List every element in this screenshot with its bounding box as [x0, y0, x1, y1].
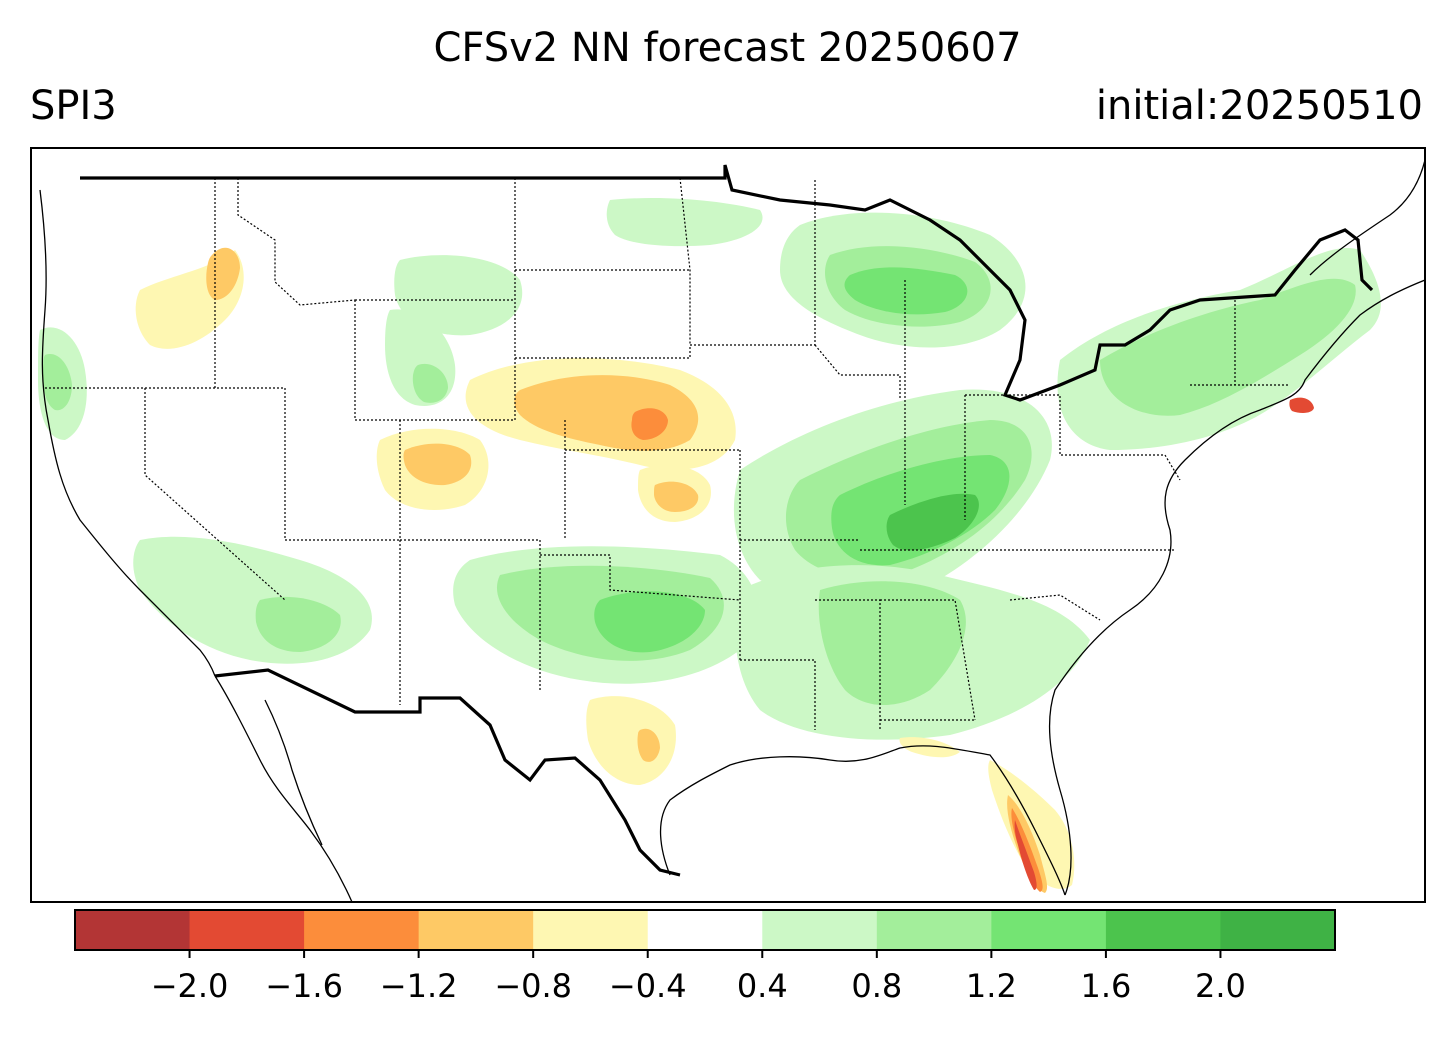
wet-region-southwest-mid [255, 596, 341, 652]
colorbar-segment [304, 910, 420, 950]
dry-region-florida-severe [1014, 820, 1037, 890]
colorbar-tick-label: −2.0 [151, 967, 229, 1005]
colorbar-segment [533, 910, 649, 950]
dry-region-colorado-mid [403, 443, 472, 486]
wet-region-northern-plains [394, 255, 523, 336]
dry-region-central-plains-strong [631, 408, 668, 440]
wet-region-great-lakes-strong [844, 267, 968, 315]
colorbar-segment [418, 910, 534, 950]
colorbar-tick-label: −1.6 [265, 967, 343, 1005]
dry-region-cape-cod [1289, 397, 1314, 413]
colorbar-segment [762, 910, 878, 950]
colorbar-segment [1105, 910, 1221, 950]
colorbar-tick-label: 1.2 [966, 967, 1017, 1005]
mexico-border [214, 668, 681, 877]
colorbar-segment [189, 910, 305, 950]
colorbar-tick-label: −0.8 [494, 967, 572, 1005]
colorbar-frame [74, 909, 1336, 951]
wet-region-northeast-mid [1100, 278, 1356, 416]
dry-region-gulf-coast [899, 737, 960, 758]
wet-region-wyoming-mid [412, 363, 448, 403]
colorbar-tick-label: 2.0 [1195, 967, 1246, 1005]
map-title: CFSv2 NN forecast 20250607 [433, 25, 1022, 71]
wet-region-southeast-mid [818, 581, 966, 705]
wet-region-southern-plains-strong [594, 591, 705, 653]
international-borders [80, 164, 1374, 877]
map-frame [30, 147, 1426, 903]
anomaly-fields [38, 198, 1381, 893]
colorbar-segment [1220, 910, 1336, 950]
colorbar-tick-label: 1.6 [1080, 967, 1131, 1005]
canada-border [80, 164, 1374, 402]
dry-region-texas-mid [637, 728, 660, 762]
coastlines [39, 159, 1425, 902]
colorbar-tick-label: 0.8 [851, 967, 902, 1005]
baja-coast [264, 699, 323, 846]
gulf-coast [659, 745, 1066, 896]
mexico-coast [214, 675, 353, 902]
colorbar-segment [75, 910, 191, 950]
dry-region-florida [988, 760, 1075, 889]
map-panel [31, 148, 1425, 902]
map-background [31, 148, 1425, 902]
initial-date-label: initial:20250510 [1095, 83, 1423, 129]
atlantic-coast [1048, 279, 1425, 896]
colorbar-segment [647, 910, 763, 950]
colorbar: −2.0 −1.6 −1.2 −0.8 −0.4 0.4 0.8 1.2 1.6 2.0 [74, 909, 1336, 1005]
canada-east [1309, 159, 1425, 276]
wet-region-west-coast-mid [43, 354, 72, 411]
colorbar-segment [876, 910, 992, 950]
colorbar-segment [991, 910, 1107, 950]
wet-region-ohio-valley-severe [886, 493, 979, 551]
variable-label: SPI3 [30, 83, 117, 129]
dry-region-florida-strong [1011, 808, 1043, 892]
colorbar-tick-label: −1.2 [380, 967, 458, 1005]
state-boundaries [45, 177, 1290, 730]
colorbar-tick-label: −0.4 [609, 967, 687, 1005]
dry-region-texas [586, 696, 676, 785]
dry-region-kansas-mid [654, 481, 699, 512]
pacific-coast [39, 189, 216, 677]
colorbar-tick-label: 0.4 [737, 967, 788, 1005]
